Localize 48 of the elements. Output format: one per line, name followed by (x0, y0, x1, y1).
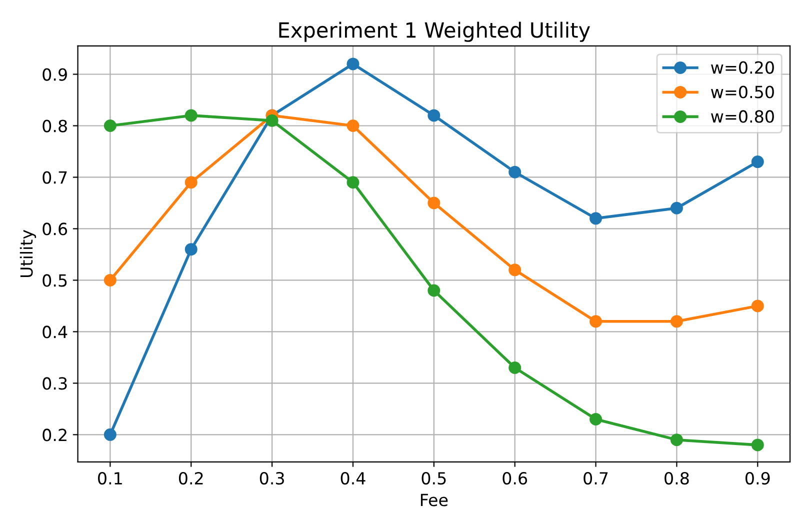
point (104, 119, 116, 132)
point (751, 156, 764, 168)
y-tick-label: 0.3 (42, 377, 67, 390)
point (670, 202, 683, 214)
point (346, 176, 360, 189)
x-tick-label: 0.4 (340, 472, 366, 485)
legend-label: w=0.50 (711, 86, 774, 98)
point (670, 315, 683, 328)
point (670, 434, 683, 446)
point (184, 176, 198, 189)
point (104, 428, 116, 441)
point (346, 119, 360, 132)
point (184, 243, 198, 256)
point (428, 109, 440, 122)
x-tick-label: 0.8 (664, 472, 689, 485)
legend-label: w=0.80 (711, 110, 774, 123)
point (508, 361, 522, 374)
x-tick-label: 0.2 (178, 472, 203, 485)
point (184, 109, 198, 122)
y-tick-label: 0.2 (42, 428, 66, 442)
y-tick-label: 0.4 (42, 326, 68, 338)
point (346, 58, 360, 70)
x-tick-label: 0.3 (260, 472, 284, 485)
point (428, 196, 440, 210)
x-tick-label: 0.7 (584, 472, 608, 485)
point (104, 274, 116, 286)
point (266, 114, 278, 127)
legend-label: w=0.20 (711, 61, 774, 74)
point (428, 284, 440, 297)
y-tick-label: 0.8 (42, 120, 67, 132)
point (751, 300, 764, 312)
x-tick-label: 0.9 (746, 472, 770, 485)
point (508, 264, 522, 276)
point (751, 438, 764, 452)
y-tick-label: 0.6 (42, 222, 68, 236)
x-axis-title: Fee (420, 494, 448, 506)
point (590, 315, 602, 328)
chart-title: Experiment 1 Weighted Utility (279, 22, 590, 42)
point (590, 412, 602, 426)
point (508, 166, 522, 178)
x-tick-label: 0.5 (422, 472, 446, 485)
y-tick-label: 0.7 (42, 171, 67, 184)
x-tick-label: 0.1 (98, 472, 122, 485)
y-tick-label: 0.5 (42, 274, 67, 287)
y-axis-title: Utility (20, 230, 36, 278)
point (590, 212, 602, 225)
x-tick-label: 0.6 (502, 472, 528, 485)
y-tick-label: 0.9 (42, 68, 67, 81)
